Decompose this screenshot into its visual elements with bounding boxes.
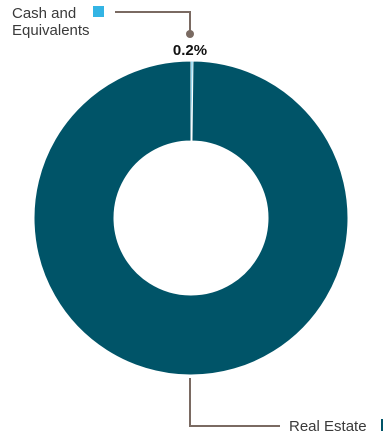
leader-dot-cash (186, 30, 194, 38)
leader-line-real-estate (189, 378, 280, 427)
legend-label-cash-line2: Equivalents (12, 22, 90, 39)
legend-swatch-cash (93, 6, 104, 17)
data-label-cash: 0.2% (173, 42, 207, 59)
legend-swatch-real-estate (381, 419, 383, 431)
legend-label-cash-line1: Cash and (12, 5, 76, 22)
donut-slice-1 (33, 60, 349, 376)
legend-label-real-estate: Real Estate (289, 418, 367, 435)
leader-line-cash (115, 11, 191, 34)
donut-slices (33, 60, 349, 376)
